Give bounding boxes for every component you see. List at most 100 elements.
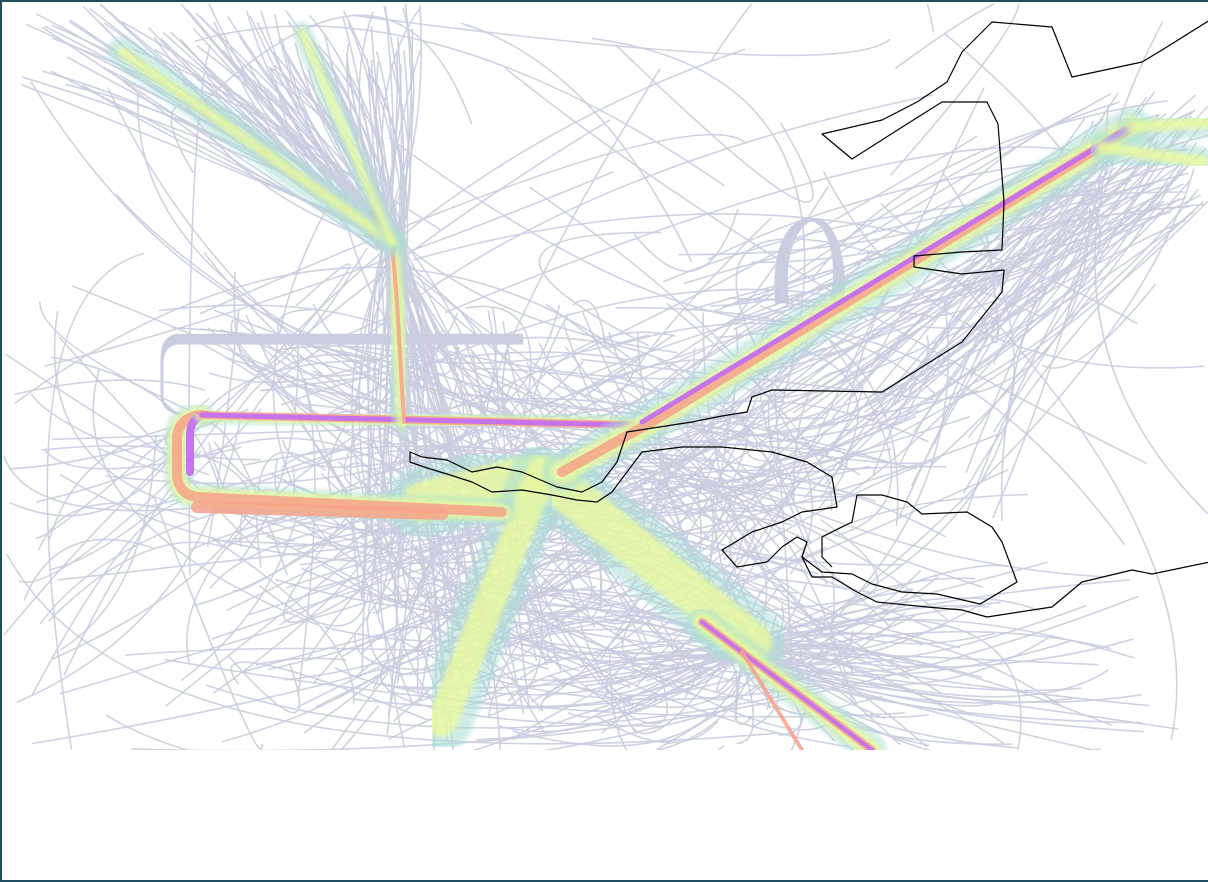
flight-track [564, 346, 779, 489]
flight-track [659, 211, 1172, 486]
flight-track [710, 400, 929, 443]
flight-track [31, 429, 828, 745]
flight-track [613, 465, 789, 505]
flight-track [992, 132, 1122, 339]
flight-track [388, 137, 834, 323]
flight-track [199, 133, 745, 315]
flight-track [896, 144, 1110, 403]
flight-track [773, 392, 795, 697]
westbound-runway-track [193, 406, 641, 434]
flight-track [30, 393, 157, 463]
flight-track [632, 658, 738, 701]
flight-track [980, 215, 999, 344]
flight-track [832, 316, 935, 420]
flight-track [538, 231, 662, 347]
flight-track [710, 4, 935, 62]
flight-track [227, 655, 301, 714]
coastline-mainland [409, 20, 1208, 618]
flight-track [42, 27, 379, 250]
flight-track [255, 451, 326, 568]
flight-track [725, 513, 812, 557]
flight-track [399, 4, 413, 245]
flight-track [280, 351, 628, 406]
flight-track [51, 501, 256, 660]
flight-track [303, 378, 580, 672]
flight-track [504, 67, 1147, 464]
flight-track [44, 171, 614, 367]
flight-track [158, 304, 518, 438]
flight-track [63, 48, 746, 676]
flight-track [238, 343, 403, 600]
flight-track [498, 331, 676, 433]
flight-track [381, 7, 415, 234]
flight-track [811, 99, 1168, 280]
flight-track [153, 495, 263, 750]
flight-track [324, 546, 827, 642]
flight-track [898, 149, 1122, 315]
flight-track [191, 14, 473, 125]
flight-track [478, 518, 748, 696]
flight-track [963, 201, 1204, 494]
trajectory-lines-layer [4, 4, 1208, 750]
north-fan-haze [292, 22, 402, 252]
flight-track [186, 421, 376, 666]
flight-track [38, 502, 198, 551]
flight-track [211, 537, 355, 704]
flight-track [230, 661, 430, 722]
flight-track [354, 94, 934, 348]
flight-track [387, 597, 743, 657]
holding-pattern-track [784, 218, 837, 304]
flight-track [607, 217, 772, 464]
flight-track [899, 161, 1147, 464]
flight-track [14, 266, 644, 404]
flight-track [57, 498, 836, 581]
flight-track [699, 189, 1199, 490]
northeast-fan-haze [1087, 107, 1208, 177]
flight-track [293, 403, 469, 637]
flight-track [836, 190, 1103, 504]
flight-track [829, 341, 893, 537]
flight-track [281, 38, 679, 354]
flight-track [290, 353, 316, 697]
flight-track [944, 33, 1101, 304]
flight-track [609, 653, 725, 750]
flight-track [935, 156, 1197, 318]
flight-track [92, 369, 318, 626]
flight-track [60, 434, 157, 651]
flight-track [522, 627, 668, 725]
flight-track [17, 412, 243, 703]
flight-track [880, 203, 1178, 740]
flight-track [125, 647, 1179, 730]
south-haze-corridor [412, 442, 572, 750]
flight-track [650, 481, 740, 516]
circuit-lower-core [191, 501, 448, 520]
flight-track [6, 554, 779, 745]
flight-track [14, 379, 206, 395]
flight-track [398, 586, 907, 655]
southeast-corridor [687, 607, 887, 750]
flight-track [752, 101, 1121, 304]
circuit-lower-leg [164, 402, 515, 525]
flight-track [180, 514, 298, 681]
northwest-corridor [380, 230, 416, 434]
flight-track [353, 507, 431, 703]
flight-track [877, 200, 1161, 429]
flight-track [131, 595, 1139, 750]
northwest-fan-haze [107, 37, 407, 257]
flight-track [397, 36, 403, 238]
flight-track [579, 310, 774, 379]
flight-track [608, 322, 1125, 545]
flight-track [656, 298, 950, 750]
flight-track [735, 238, 1041, 351]
flight-track [529, 186, 814, 575]
flight-track [922, 211, 1094, 329]
flight-track [702, 312, 996, 645]
flight-track [46, 252, 145, 750]
flight-track [283, 415, 435, 623]
flight-track [472, 655, 744, 750]
flight-track [194, 25, 725, 187]
flight-track [360, 626, 544, 712]
flight-track [890, 4, 1020, 176]
